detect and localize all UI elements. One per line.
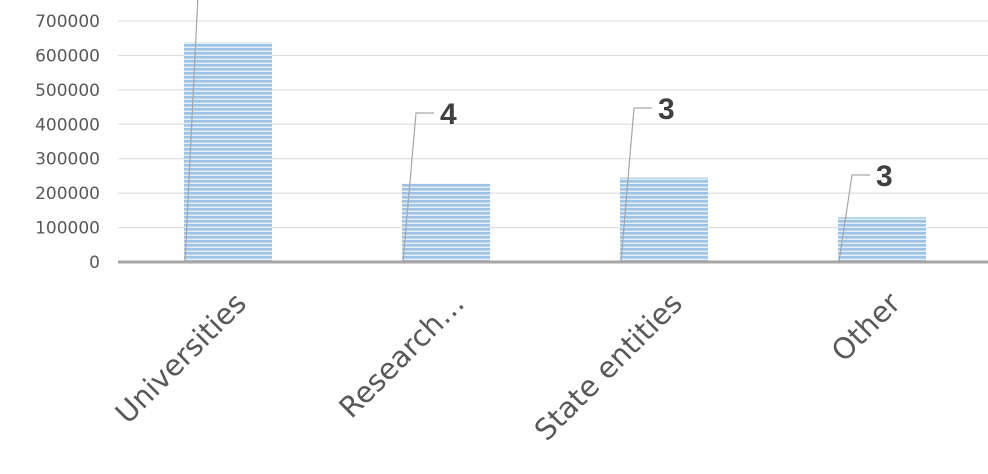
data-labels: 4 3 3 bbox=[440, 93, 893, 193]
y-tick-label: 500000 bbox=[35, 81, 100, 101]
y-tick-label: 400000 bbox=[35, 115, 100, 135]
data-label: 4 bbox=[440, 98, 457, 131]
y-axis-tick-labels: 0 100000 200000 300000 400000 500000 600000 700… bbox=[35, 12, 100, 273]
leader-line bbox=[402, 112, 434, 263]
bar bbox=[402, 183, 490, 262]
category-label: Universities bbox=[109, 286, 253, 430]
y-tick-label: 0 bbox=[89, 253, 100, 273]
category-labels: Universities Research… State entities Other bbox=[109, 286, 907, 447]
bar bbox=[620, 177, 708, 262]
y-tick-label: 600000 bbox=[35, 46, 100, 66]
y-tick-label: 100000 bbox=[35, 219, 100, 239]
category-label: Other bbox=[825, 286, 907, 368]
leader-line bbox=[620, 107, 652, 263]
category-label: State entities bbox=[528, 286, 689, 447]
bars bbox=[184, 42, 926, 262]
y-tick-label: 700000 bbox=[35, 12, 100, 32]
leader-line bbox=[184, 0, 199, 263]
data-label-leaders bbox=[184, 0, 870, 263]
data-label: 3 bbox=[876, 160, 893, 193]
leader-line bbox=[838, 174, 870, 263]
y-tick-label: 300000 bbox=[35, 150, 100, 170]
data-label: 3 bbox=[658, 93, 675, 126]
category-label: Research… bbox=[332, 286, 471, 425]
bar bbox=[184, 42, 272, 262]
bar bbox=[838, 217, 926, 262]
y-tick-label: 200000 bbox=[35, 184, 100, 204]
